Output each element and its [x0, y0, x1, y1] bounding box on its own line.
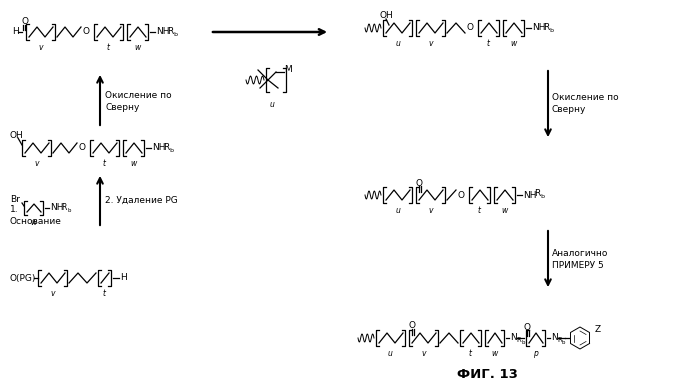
Text: O: O	[458, 191, 465, 199]
Text: u: u	[395, 39, 400, 48]
Text: b: b	[549, 27, 553, 32]
Text: R: R	[163, 142, 169, 152]
Text: b: b	[173, 32, 177, 37]
Text: w: w	[510, 39, 517, 48]
Text: b: b	[562, 340, 565, 345]
Text: OH: OH	[379, 10, 393, 20]
Text: b: b	[540, 194, 544, 199]
Text: v: v	[421, 349, 426, 358]
Text: v: v	[34, 159, 38, 168]
Text: t: t	[103, 159, 106, 168]
Text: O: O	[408, 321, 415, 330]
Text: O: O	[82, 27, 89, 37]
Text: ПРИМЕРУ 5: ПРИМЕРУ 5	[552, 261, 604, 270]
Text: u: u	[388, 349, 393, 358]
Text: v: v	[38, 43, 43, 52]
Text: NH: NH	[152, 144, 166, 152]
Text: NH: NH	[523, 191, 537, 199]
Text: O: O	[78, 144, 85, 152]
Text: O: O	[466, 23, 473, 32]
Text: w: w	[501, 206, 507, 215]
Text: O(PG): O(PG)	[10, 273, 36, 283]
Text: Сверну: Сверну	[552, 105, 586, 114]
Text: u: u	[270, 100, 275, 109]
Text: t: t	[103, 289, 106, 298]
Text: Аналогично: Аналогично	[552, 248, 608, 258]
Text: R: R	[543, 22, 549, 32]
Text: NH: NH	[50, 204, 64, 213]
Text: N: N	[551, 333, 558, 343]
Text: OH: OH	[10, 131, 24, 139]
Text: b: b	[521, 340, 524, 345]
Text: H: H	[120, 273, 127, 283]
Text: Окисление по: Окисление по	[552, 94, 619, 102]
Text: O: O	[524, 323, 531, 331]
Text: Сверну: Сверну	[105, 102, 139, 112]
Text: R: R	[167, 27, 173, 35]
Text: Z: Z	[595, 325, 601, 335]
Text: v: v	[428, 206, 433, 215]
Text: t: t	[469, 349, 472, 358]
Text: NH: NH	[156, 27, 169, 37]
Text: O: O	[415, 179, 422, 187]
Text: ФИГ. 13: ФИГ. 13	[456, 368, 517, 382]
Text: b: b	[67, 208, 71, 213]
Text: w: w	[131, 159, 136, 168]
Text: R: R	[61, 203, 66, 211]
Text: t: t	[487, 39, 490, 48]
Text: w: w	[491, 349, 498, 358]
Text: w: w	[30, 218, 36, 227]
Text: Br: Br	[10, 196, 20, 204]
Text: b: b	[169, 147, 173, 152]
Text: t: t	[107, 43, 110, 52]
Text: 1.: 1.	[10, 206, 19, 214]
Text: Окисление по: Окисление по	[105, 90, 172, 99]
Text: R: R	[516, 337, 521, 343]
Text: u: u	[395, 206, 400, 215]
Text: v: v	[428, 39, 433, 48]
Text: v: v	[50, 289, 55, 298]
Text: w: w	[134, 43, 140, 52]
Text: R: R	[557, 337, 562, 343]
Text: t: t	[478, 206, 481, 215]
Text: Основание: Основание	[10, 218, 62, 226]
Text: N: N	[510, 333, 517, 343]
Text: R: R	[534, 189, 540, 199]
Text: H: H	[12, 27, 19, 37]
Text: p: p	[533, 349, 538, 358]
Text: M: M	[284, 65, 292, 75]
Text: O: O	[22, 17, 29, 25]
Text: 2. Удаление PG: 2. Удаление PG	[105, 196, 178, 205]
Text: NH: NH	[532, 23, 545, 32]
